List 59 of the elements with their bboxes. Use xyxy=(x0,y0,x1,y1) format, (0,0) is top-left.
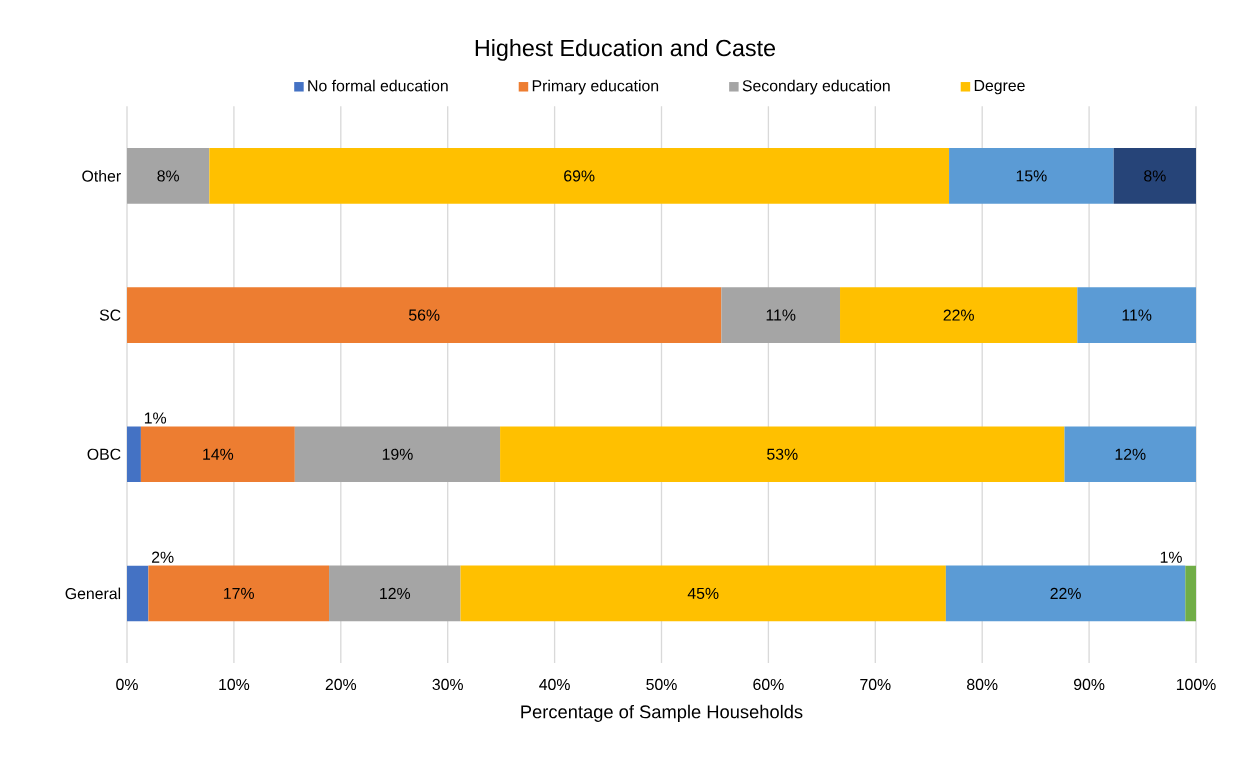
data-label: 11% xyxy=(766,309,796,321)
data-label: 69% xyxy=(564,170,595,182)
bar xyxy=(500,426,1065,483)
x-axis-title: Percentage of Sample Households xyxy=(521,704,803,722)
bar xyxy=(721,287,841,343)
x-tick-label: 100% xyxy=(1176,678,1216,691)
y-tick-label: SC xyxy=(99,309,121,321)
data-label: 19% xyxy=(382,448,413,460)
chart-title: Highest Education and Caste xyxy=(475,39,776,61)
data-label: 22% xyxy=(943,309,974,321)
bar xyxy=(140,426,295,483)
bar xyxy=(1185,565,1196,622)
bar xyxy=(127,565,149,622)
data-label: 53% xyxy=(767,448,798,460)
data-label: 2% xyxy=(152,551,174,563)
data-label: 17% xyxy=(224,587,254,599)
x-tick-label: 10% xyxy=(219,678,250,691)
x-tick-label: 70% xyxy=(860,678,891,691)
legend-label: Secondary education xyxy=(742,79,890,95)
data-label: 1% xyxy=(1160,551,1182,563)
data-label: 8% xyxy=(157,170,180,182)
bar xyxy=(460,565,946,622)
data-label: 22% xyxy=(1050,587,1081,599)
bar xyxy=(209,148,950,204)
x-tick-label: 90% xyxy=(1073,678,1105,691)
x-tick-label: 60% xyxy=(753,678,784,691)
x-tick-label: 20% xyxy=(325,678,357,691)
bar xyxy=(329,565,461,622)
x-tick-label: 30% xyxy=(432,678,463,691)
legend-label: Primary education xyxy=(532,79,659,95)
data-label: 15% xyxy=(1016,170,1047,182)
y-tick-label: General xyxy=(65,587,121,600)
x-tick-label: 80% xyxy=(967,678,998,691)
bar xyxy=(127,287,722,343)
bar xyxy=(1077,287,1196,343)
y-tick-label: OBC xyxy=(87,448,121,460)
bar xyxy=(949,148,1114,204)
bar xyxy=(148,565,330,622)
bar xyxy=(127,148,210,204)
data-label: 12% xyxy=(380,587,411,599)
data-label: 45% xyxy=(687,587,719,599)
x-tick-label: 0% xyxy=(116,678,138,691)
data-label: 8% xyxy=(1144,170,1166,182)
data-label: 12% xyxy=(1115,448,1146,460)
y-tick-label: Other xyxy=(82,170,121,182)
bar xyxy=(1064,426,1196,483)
x-tick-label: 40% xyxy=(539,678,570,691)
bar xyxy=(945,565,1186,622)
data-label: 11% xyxy=(1122,309,1152,321)
legend-label: No formal education xyxy=(308,79,448,92)
data-label: 1% xyxy=(144,412,167,424)
bar xyxy=(127,426,141,483)
data-label: 56% xyxy=(408,309,440,321)
x-tick-label: 50% xyxy=(646,678,677,691)
data-label: 14% xyxy=(203,448,234,460)
bar xyxy=(1113,148,1196,204)
bar xyxy=(294,426,501,483)
bar xyxy=(840,287,1078,343)
legend-label: Degree xyxy=(974,80,1025,95)
